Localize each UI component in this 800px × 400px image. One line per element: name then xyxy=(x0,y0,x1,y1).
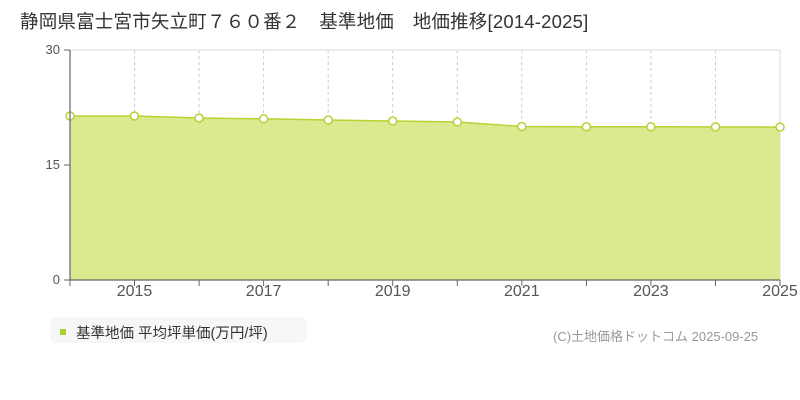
svg-text:15: 15 xyxy=(46,157,60,172)
svg-text:2021: 2021 xyxy=(504,283,540,300)
svg-text:2025: 2025 xyxy=(762,283,798,300)
svg-text:2017: 2017 xyxy=(246,283,282,300)
svg-text:30: 30 xyxy=(46,42,60,57)
svg-text:2019: 2019 xyxy=(375,283,411,300)
svg-text:2023: 2023 xyxy=(633,283,669,300)
svg-text:0: 0 xyxy=(53,272,60,287)
svg-text:2015: 2015 xyxy=(117,283,153,300)
